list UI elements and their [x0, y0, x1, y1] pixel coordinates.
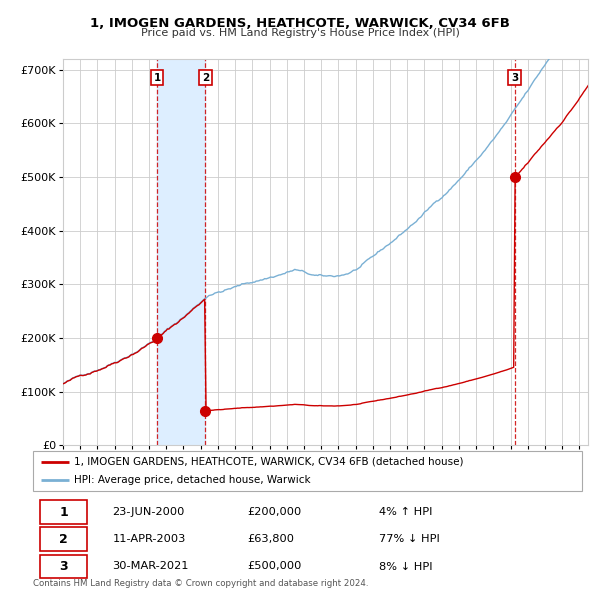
Text: 1: 1 — [59, 506, 68, 519]
Text: HPI: Average price, detached house, Warwick: HPI: Average price, detached house, Warw… — [74, 475, 311, 485]
FancyBboxPatch shape — [40, 500, 87, 525]
Text: 2: 2 — [59, 533, 68, 546]
Text: 3: 3 — [59, 560, 68, 573]
Text: £500,000: £500,000 — [247, 562, 301, 572]
Text: 3: 3 — [511, 73, 518, 83]
FancyBboxPatch shape — [40, 527, 87, 551]
Text: 4% ↑ HPI: 4% ↑ HPI — [379, 507, 433, 517]
Text: 1, IMOGEN GARDENS, HEATHCOTE, WARWICK, CV34 6FB (detached house): 1, IMOGEN GARDENS, HEATHCOTE, WARWICK, C… — [74, 457, 464, 467]
FancyBboxPatch shape — [40, 555, 87, 578]
Text: 11-APR-2003: 11-APR-2003 — [113, 535, 186, 545]
Text: £200,000: £200,000 — [247, 507, 301, 517]
Text: 1, IMOGEN GARDENS, HEATHCOTE, WARWICK, CV34 6FB: 1, IMOGEN GARDENS, HEATHCOTE, WARWICK, C… — [90, 17, 510, 30]
Text: 8% ↓ HPI: 8% ↓ HPI — [379, 562, 433, 572]
Text: Price paid vs. HM Land Registry's House Price Index (HPI): Price paid vs. HM Land Registry's House … — [140, 28, 460, 38]
Text: 1: 1 — [154, 73, 161, 83]
Text: 77% ↓ HPI: 77% ↓ HPI — [379, 535, 440, 545]
Text: 23-JUN-2000: 23-JUN-2000 — [113, 507, 185, 517]
Text: 30-MAR-2021: 30-MAR-2021 — [113, 562, 189, 572]
Text: 2: 2 — [202, 73, 209, 83]
Text: Contains HM Land Registry data © Crown copyright and database right 2024.
This d: Contains HM Land Registry data © Crown c… — [33, 579, 368, 590]
Text: £63,800: £63,800 — [247, 535, 294, 545]
FancyBboxPatch shape — [33, 451, 582, 491]
Bar — [157, 59, 205, 445]
